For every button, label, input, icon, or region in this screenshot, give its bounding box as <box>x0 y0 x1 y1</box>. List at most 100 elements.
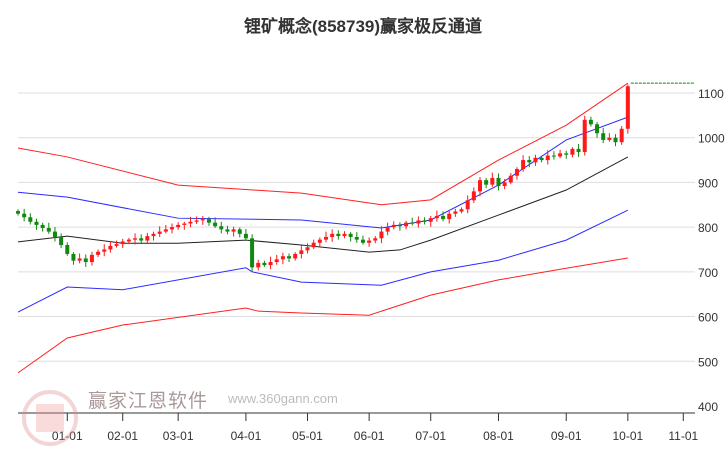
candle-body <box>139 238 144 241</box>
y-tick-label: 800 <box>698 221 718 235</box>
x-tick-label: 11-01 <box>668 429 698 443</box>
candle-body <box>367 240 372 243</box>
candle-body <box>533 157 538 163</box>
candle-body <box>471 191 476 201</box>
candle-body <box>484 180 489 185</box>
candle-body <box>114 244 119 246</box>
candle-body <box>619 128 624 143</box>
candle-body <box>40 224 45 229</box>
candle-body <box>102 249 107 252</box>
candle-body <box>206 219 211 223</box>
candle-body <box>397 224 402 227</box>
candle-body <box>219 226 224 230</box>
candle-body <box>157 231 162 234</box>
y-tick-label: 400 <box>698 400 718 414</box>
candle-body <box>65 245 70 254</box>
candle-body <box>231 229 236 232</box>
candle-body <box>453 211 458 214</box>
band-lower-outer <box>17 257 628 374</box>
candle-body <box>34 221 39 225</box>
candle-body <box>268 262 273 266</box>
x-tick-label: 10-01 <box>612 429 643 443</box>
candle-body <box>151 233 156 237</box>
candle-body <box>317 239 322 243</box>
candle-body <box>545 155 550 161</box>
y-tick-label: 500 <box>698 355 718 369</box>
candle-body <box>52 231 57 237</box>
candle-body <box>256 262 261 268</box>
candle-body <box>588 119 593 125</box>
candle-body <box>243 233 248 239</box>
candle-body <box>293 253 298 259</box>
candle-body <box>237 229 242 234</box>
candle-body <box>108 245 113 250</box>
y-tick-label: 700 <box>698 266 718 280</box>
candle-body <box>28 217 33 222</box>
candle-body <box>441 215 446 220</box>
candle-body <box>360 239 365 243</box>
candle-body <box>311 242 316 248</box>
candle-body <box>250 238 255 268</box>
band-upper-inner <box>17 116 629 229</box>
candle-body <box>428 218 433 222</box>
candle-body <box>324 236 328 240</box>
x-tick-label: 08-01 <box>483 429 514 443</box>
candle-body <box>391 224 396 228</box>
x-tick-label: 04-01 <box>231 429 262 443</box>
candle-body <box>274 259 279 263</box>
candle-body <box>59 236 64 246</box>
candle-body <box>133 238 138 240</box>
candle-body <box>305 247 310 251</box>
candle-body <box>120 241 125 245</box>
candle-body <box>354 236 359 240</box>
band-upper-outer <box>17 82 629 206</box>
candle-body <box>527 160 532 163</box>
x-tick-label: 07-01 <box>415 429 446 443</box>
candle-body <box>170 227 174 230</box>
candle-body <box>145 236 150 241</box>
x-tick-label: 01-01 <box>52 429 83 443</box>
y-tick-label: 1100 <box>698 87 724 101</box>
candle-body <box>508 175 513 183</box>
candle-body <box>447 213 452 220</box>
candle-body <box>379 231 384 239</box>
candle-body <box>96 251 101 255</box>
band-middle <box>17 156 629 253</box>
candle-body <box>194 220 199 222</box>
candle-body <box>176 224 181 228</box>
y-tick-label: 1000 <box>698 132 725 146</box>
candle-body <box>287 256 292 259</box>
candle-body <box>225 229 230 232</box>
candle-body <box>77 258 82 261</box>
candle-body <box>213 222 218 227</box>
candle-body <box>373 238 378 241</box>
candle-body <box>576 148 581 153</box>
x-tick-label: 05-01 <box>292 429 323 443</box>
candle-body <box>607 137 612 140</box>
candle-body <box>551 155 556 157</box>
candle-body <box>71 253 76 261</box>
x-tick-label: 09-01 <box>551 429 582 443</box>
candle-body <box>601 133 606 140</box>
candle-body <box>83 258 88 263</box>
band-lower-inner <box>17 209 629 313</box>
candle-body <box>404 222 409 227</box>
candle-body <box>330 233 335 237</box>
candle-body <box>182 223 187 225</box>
candle-body <box>422 220 427 222</box>
candle-body <box>336 233 341 237</box>
y-tick-label: 600 <box>698 311 718 325</box>
candle-body <box>564 153 569 155</box>
x-tick-label: 03-01 <box>163 429 194 443</box>
candle-body <box>385 227 390 232</box>
candle-body <box>163 229 168 232</box>
candle-body <box>595 124 600 134</box>
candle-body <box>188 221 193 224</box>
candle-body <box>16 211 20 214</box>
candle-body <box>490 177 495 185</box>
candle-body <box>89 254 94 263</box>
candle-body <box>502 182 507 186</box>
chart-title: 锂矿概念(858739)赢家极反通道 <box>243 17 483 36</box>
